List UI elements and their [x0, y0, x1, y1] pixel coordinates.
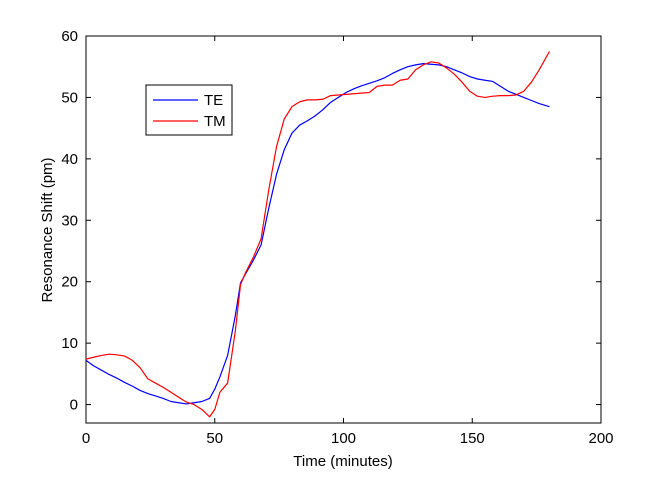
x-tick-label-2: 100	[331, 430, 356, 447]
y-tick-label-2: 20	[61, 274, 78, 291]
y-tick-label-3: 30	[61, 212, 78, 229]
x-tick-label-0: 0	[82, 430, 90, 447]
axis-tick-labels: 0 50 100 150 200 0 10 20 30 40 50 60	[61, 28, 613, 447]
legend-label-te: TE	[204, 92, 223, 109]
x-axis-label: Time (minutes)	[293, 453, 392, 470]
series-lines	[85, 51, 551, 418]
x-tick-label-1: 50	[206, 430, 223, 447]
y-tick-label-1: 10	[61, 335, 78, 352]
axis-ticks	[85, 35, 602, 423]
series-line-tm	[85, 51, 551, 418]
legend-box	[145, 84, 233, 136]
y-axis-label: Resonance Shift (pm)	[39, 157, 56, 302]
y-tick-label-6: 60	[61, 28, 78, 45]
legend: TE TM	[145, 84, 233, 136]
y-tick-label-5: 50	[61, 89, 78, 106]
x-tick-label-4: 200	[588, 430, 613, 447]
y-tick-label-4: 40	[61, 151, 78, 168]
x-tick-label-3: 150	[460, 430, 485, 447]
y-tick-label-0: 0	[70, 397, 78, 414]
series-line-te	[85, 63, 550, 405]
legend-label-tm: TM	[204, 113, 226, 130]
